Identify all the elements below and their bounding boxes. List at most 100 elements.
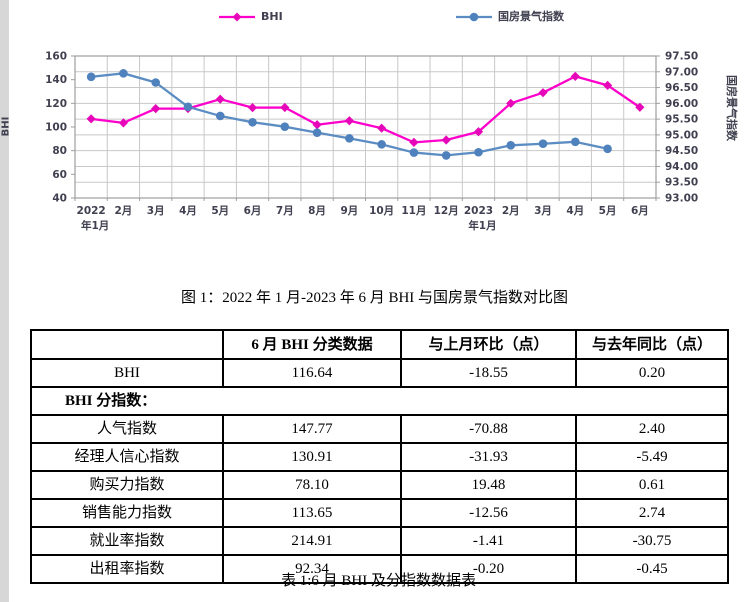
x-axis-label: 2月 — [115, 205, 133, 217]
left-axis-label: 140 — [45, 74, 67, 86]
right-axis-label: 95.50 — [665, 114, 698, 126]
x-axis-label: 6月 — [631, 205, 649, 217]
table-row-sales-capability-index: 销售能力指数 113.65 -12.56 2.74 — [30, 498, 729, 528]
popularity-mom-cell: -70.88 — [400, 414, 577, 444]
popularity-data-cell: 147.77 — [222, 414, 402, 444]
diamond-marker-icon — [118, 118, 129, 128]
x-axis-label: 12月 — [434, 205, 459, 217]
diamond-marker-icon — [473, 127, 484, 137]
x-axis-label: 4月 — [179, 205, 197, 217]
x-axis-sublabel: 年1月 — [81, 219, 109, 232]
rental-rate-yoy-cell: -0.45 — [575, 554, 729, 584]
right-axis-label: 96.50 — [665, 82, 698, 94]
sales-capability-data-cell: 113.65 — [222, 498, 402, 528]
circle-marker-icon — [151, 78, 160, 87]
purchasing-power-data-cell: 78.10 — [222, 470, 402, 500]
diamond-marker-icon — [312, 120, 322, 130]
header-cell-yoy-change: 与去年同比（点） — [575, 329, 729, 360]
x-axis-label: 3月 — [534, 205, 552, 217]
diamond-marker-icon — [538, 88, 548, 98]
circle-marker-icon — [538, 139, 548, 149]
legend-item-bhi: BHI — [218, 10, 283, 24]
left-axis-label: 40 — [52, 193, 67, 205]
guofang-line-marker-icon — [456, 12, 492, 22]
circle-marker-icon — [215, 111, 225, 121]
diamond-marker-icon — [377, 123, 387, 133]
series-line-bhi — [90, 75, 641, 144]
rental-rate-mom-cell: -0.20 — [400, 554, 577, 584]
left-axis-label: 60 — [52, 169, 67, 181]
header-cell-empty — [30, 329, 224, 360]
table-header-row: 6 月 BHI 分类数据 与上月环比（点） 与去年同比（点） — [30, 329, 729, 360]
rental-rate-data-cell: 92.34 — [222, 554, 402, 584]
manager-confidence-mom-cell: -31.93 — [400, 442, 577, 472]
circle-marker-icon — [603, 144, 612, 154]
diamond-marker-icon — [602, 80, 613, 90]
diamond-marker-icon — [247, 102, 258, 113]
left-axis-title: BHI — [0, 116, 12, 137]
manager-confidence-data-cell: 130.91 — [222, 442, 402, 472]
right-axis-title: 国房景气指数 — [725, 75, 738, 141]
sales-capability-mom-cell: -12.56 — [400, 498, 577, 528]
row-label-purchasing-power-index: 购买力指数 — [30, 470, 224, 500]
x-axis-label: 4月 — [566, 205, 584, 217]
right-axis-label: 93.50 — [665, 177, 698, 189]
x-axis-sublabel: 年1月 — [468, 219, 496, 232]
row-label-sales-capability-index: 销售能力指数 — [30, 498, 224, 528]
chart-plot-area: 40 60 80 100 120 140 160 93.00 93.50 94.00 94.50 95… — [45, 51, 698, 233]
legend-label-bhi: BHI — [261, 10, 283, 23]
circle-marker-icon — [506, 141, 516, 150]
row-label-manager-confidence-index: 经理人信心指数 — [30, 442, 224, 472]
table-row-rental-rate-index: 出租率指数 92.34 -0.20 -0.45 — [30, 554, 729, 584]
figure-caption: 图 1：2022 年 1 月-2023 年 6 月 BHI 与国房景气指数对比图 — [180, 290, 569, 306]
diamond-marker-icon — [570, 71, 580, 81]
x-axis-label: 2023 — [464, 205, 493, 217]
section-label-bhi-sub-indices: BHI 分指数： — [30, 386, 729, 416]
x-axis-label: 11月 — [401, 205, 426, 217]
circle-marker-icon — [119, 69, 128, 78]
row-label-popularity-index: 人气指数 — [30, 414, 224, 444]
circle-marker-icon — [409, 148, 419, 157]
x-axis-label: 7月 — [276, 205, 294, 217]
right-axis-label: 97.50 — [665, 51, 698, 63]
table-row-employment-rate-index: 就业率指数 214.91 -1.41 -30.75 — [30, 526, 729, 556]
data-table: 6 月 BHI 分类数据 与上月环比（点） 与去年同比（点） BHI 116.6… — [30, 329, 729, 584]
right-axis-label: 94.50 — [665, 145, 698, 157]
x-axis-label: 3月 — [147, 205, 165, 217]
diamond-marker-icon — [635, 102, 645, 112]
circle-marker-icon — [86, 72, 96, 82]
header-cell-mom-change: 与上月环比（点） — [400, 329, 577, 360]
circle-marker-icon — [377, 140, 386, 149]
table-row-purchasing-power-index: 购买力指数 78.10 19.48 0.61 — [30, 470, 729, 500]
x-axis-label: 5月 — [599, 205, 617, 217]
popularity-yoy-cell: 2.40 — [575, 414, 729, 444]
diamond-marker-icon — [151, 104, 161, 114]
table-row-bhi: BHI 116.64 -18.55 0.20 — [30, 358, 729, 388]
diamond-marker-icon — [506, 98, 516, 108]
series-line-guofang — [91, 72, 608, 157]
x-axis-label: 2022 — [77, 205, 106, 217]
circle-marker-icon — [248, 117, 257, 127]
circle-marker-icon — [183, 102, 193, 112]
x-axis-label: 10月 — [369, 205, 394, 217]
right-axis-label: 97.00 — [665, 66, 698, 78]
line-chart: 40 60 80 100 120 140 160 93.00 93.50 94.00 94.50 95… — [0, 0, 749, 250]
diamond-marker-icon — [280, 102, 290, 113]
legend-label-guofang-index: 国房景气指数 — [498, 10, 564, 23]
diamond-marker-icon — [215, 94, 225, 104]
diamond-marker-icon — [441, 135, 451, 145]
left-axis-label: 100 — [45, 122, 67, 134]
x-axis-label: 2月 — [502, 205, 520, 217]
table-caption: 表 1:6 月 BHI 及分指数数据表 — [280, 573, 476, 589]
table-row-manager-confidence-index: 经理人信心指数 130.91 -31.93 -5.49 — [30, 442, 729, 472]
diamond-marker-icon — [344, 116, 354, 126]
x-axis-label: 9月 — [340, 205, 358, 217]
right-axis-label: 94.00 — [665, 161, 698, 173]
circle-marker-icon — [571, 137, 580, 147]
right-axis-label: 93.00 — [665, 193, 698, 205]
circle-marker-icon — [345, 134, 354, 143]
table-row-popularity-index: 人气指数 147.77 -70.88 2.40 — [30, 414, 729, 444]
circle-marker-icon — [312, 128, 322, 137]
diamond-marker-icon — [86, 114, 96, 124]
